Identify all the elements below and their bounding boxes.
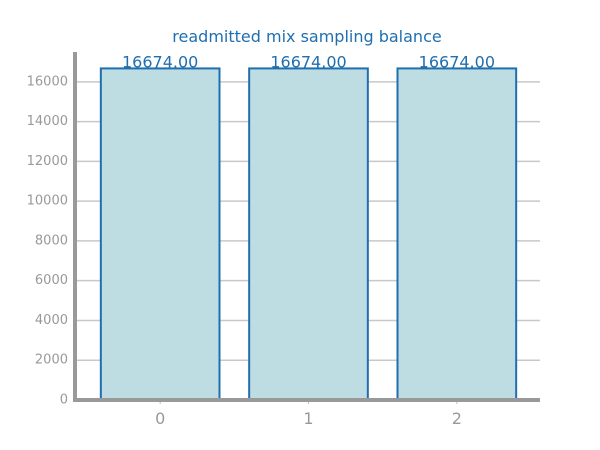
y-tick-label: 4000 (35, 313, 68, 328)
bar (396, 67, 518, 401)
y-axis-tick-labels: 0 2000 4000 6000 8000 10000 12000 14000 16000 (27, 74, 68, 407)
bar (99, 67, 221, 401)
y-tick-label: 10000 (27, 194, 68, 209)
y-tick-label: 6000 (35, 273, 68, 288)
bar-value-label: 16674.00 (122, 52, 198, 71)
bar-value-label: 16674.00 (270, 52, 346, 71)
x-tick-label: 0 (155, 409, 165, 428)
y-tick-label: 0 (60, 393, 68, 408)
y-tick-label: 8000 (35, 233, 68, 248)
y-tick-label: 2000 (35, 353, 68, 368)
y-tick-label: 14000 (27, 114, 68, 129)
bar (248, 67, 369, 401)
bars (99, 67, 518, 401)
y-tick-label: 16000 (27, 74, 68, 89)
x-tick-label: 1 (303, 409, 313, 428)
x-tick-label: 2 (452, 409, 462, 428)
bar-value-labels: 16674.00 16674.00 16674.00 (122, 52, 495, 71)
chart-title: readmitted mix sampling balance (172, 27, 441, 46)
x-axis-tick-labels: 0 1 2 (155, 400, 462, 428)
bar-value-label: 16674.00 (419, 52, 495, 71)
y-tick-label: 12000 (27, 154, 68, 169)
